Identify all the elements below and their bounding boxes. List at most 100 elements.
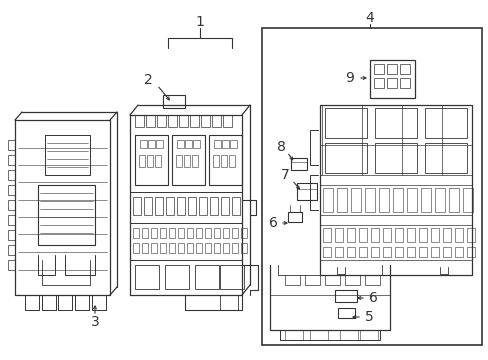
Bar — [8, 200, 15, 210]
Bar — [220, 295, 238, 310]
Bar — [143, 197, 152, 215]
Bar — [223, 115, 231, 127]
Bar — [160, 243, 165, 253]
Bar — [209, 197, 218, 215]
Bar — [192, 155, 198, 167]
Bar — [424, 143, 466, 173]
Bar — [212, 115, 221, 127]
Bar — [309, 330, 327, 340]
Bar — [133, 197, 141, 215]
Text: 9: 9 — [345, 71, 354, 85]
Bar — [220, 265, 244, 289]
Bar — [8, 245, 15, 255]
Bar — [231, 243, 238, 253]
Bar — [418, 228, 426, 242]
Bar — [214, 140, 221, 148]
Bar — [155, 197, 163, 215]
Bar — [168, 115, 177, 127]
Bar — [262, 28, 481, 345]
Bar — [373, 64, 383, 74]
Bar — [430, 247, 438, 257]
Bar — [339, 330, 357, 340]
Bar — [346, 228, 354, 242]
Bar — [337, 308, 354, 318]
Bar — [184, 140, 192, 148]
Bar — [221, 155, 226, 167]
Bar — [420, 188, 430, 212]
Bar — [434, 188, 444, 212]
Bar — [186, 228, 193, 238]
Bar — [151, 243, 157, 253]
Bar — [285, 330, 303, 340]
Bar — [160, 228, 165, 238]
Bar — [296, 183, 316, 200]
Bar — [336, 188, 346, 212]
Bar — [172, 135, 204, 185]
Bar — [8, 260, 15, 270]
Bar — [187, 197, 196, 215]
Bar — [221, 197, 228, 215]
Bar — [466, 228, 474, 242]
Bar — [374, 143, 416, 173]
Bar — [135, 135, 168, 185]
Text: 2: 2 — [143, 73, 152, 87]
Bar — [183, 155, 190, 167]
Bar — [392, 188, 402, 212]
Bar — [424, 108, 466, 138]
Bar — [135, 265, 159, 289]
Bar — [133, 243, 139, 253]
Bar — [133, 228, 139, 238]
Bar — [178, 228, 183, 238]
Bar — [350, 188, 360, 212]
Text: 3: 3 — [90, 315, 99, 329]
Bar — [186, 243, 193, 253]
Bar — [370, 228, 378, 242]
Bar — [231, 228, 238, 238]
Bar — [213, 155, 219, 167]
Text: 6: 6 — [268, 216, 277, 230]
Bar — [204, 228, 210, 238]
Bar — [442, 247, 450, 257]
Bar — [406, 188, 416, 212]
Bar — [228, 155, 235, 167]
Bar — [466, 247, 474, 257]
Bar — [406, 247, 414, 257]
Bar — [201, 115, 209, 127]
Bar — [193, 140, 200, 148]
Bar — [231, 197, 240, 215]
Bar — [373, 78, 383, 88]
Bar — [8, 185, 15, 195]
Bar — [325, 143, 366, 173]
Bar — [448, 188, 458, 212]
Bar — [204, 243, 210, 253]
Bar — [196, 243, 202, 253]
Bar — [241, 243, 246, 253]
Bar — [178, 243, 183, 253]
Bar — [176, 155, 182, 167]
Bar — [229, 140, 237, 148]
Bar — [399, 64, 409, 74]
Bar — [325, 108, 366, 138]
Text: 7: 7 — [280, 168, 289, 182]
Bar — [169, 228, 175, 238]
Bar — [430, 228, 438, 242]
Bar — [382, 247, 390, 257]
Bar — [155, 155, 161, 167]
Bar — [190, 115, 199, 127]
Bar — [214, 228, 220, 238]
Bar — [359, 330, 377, 340]
Bar — [177, 197, 184, 215]
Bar — [208, 135, 242, 185]
Bar — [287, 212, 302, 222]
Text: 1: 1 — [195, 15, 204, 29]
Bar — [8, 155, 15, 165]
Bar — [156, 140, 163, 148]
Bar — [334, 290, 356, 302]
Bar — [370, 247, 378, 257]
Bar — [195, 265, 219, 289]
Bar — [140, 140, 147, 148]
Bar — [406, 228, 414, 242]
Bar — [358, 247, 366, 257]
Bar — [147, 155, 153, 167]
Bar — [223, 228, 228, 238]
